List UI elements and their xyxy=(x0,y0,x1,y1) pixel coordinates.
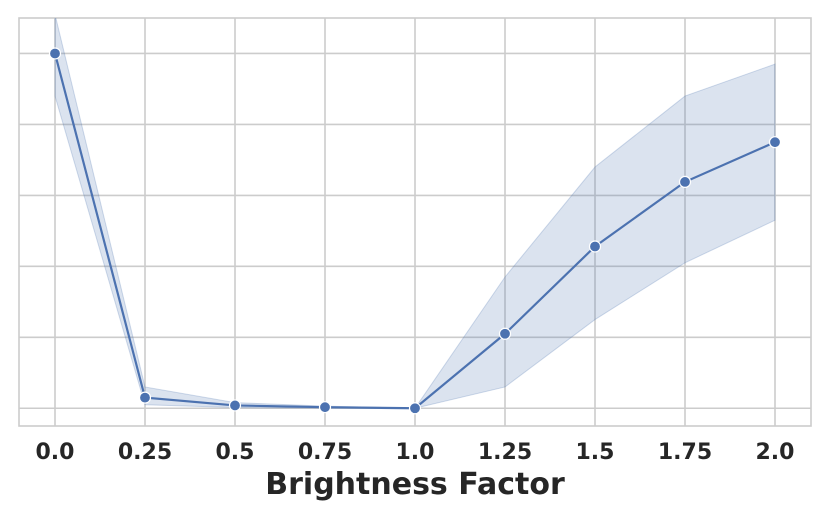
data-point-8 xyxy=(768,136,782,149)
x-tick-label-6: 1.5 xyxy=(576,440,615,465)
data-point-7 xyxy=(678,175,692,189)
plot-frame xyxy=(18,17,812,427)
data-point-4 xyxy=(408,402,422,415)
x-tick-label-0: 0.0 xyxy=(36,440,75,465)
x-tick-label-1: 0.25 xyxy=(118,440,172,465)
x-tick-label-5: 1.25 xyxy=(478,440,532,465)
data-point-3 xyxy=(318,401,332,414)
data-point-5 xyxy=(498,327,512,340)
data-point-0 xyxy=(48,47,62,60)
x-tick-label-8: 2.0 xyxy=(756,440,795,465)
data-point-2 xyxy=(228,399,242,412)
x-tick-label-3: 0.75 xyxy=(298,440,352,465)
x-tick-label-7: 1.75 xyxy=(658,440,712,465)
x-tick-label-4: 1.0 xyxy=(396,440,435,465)
grid xyxy=(18,17,812,427)
x-axis-title: Brightness Factor xyxy=(265,467,565,502)
x-tick-label-2: 0.5 xyxy=(216,440,255,465)
x-tick-labels: 0.0 0.25 0.5 0.75 1.0 1.25 1.5 1.75 2.0 xyxy=(36,440,795,465)
data-points xyxy=(48,47,782,415)
data-point-6 xyxy=(588,240,602,253)
data-point-1 xyxy=(138,391,152,404)
